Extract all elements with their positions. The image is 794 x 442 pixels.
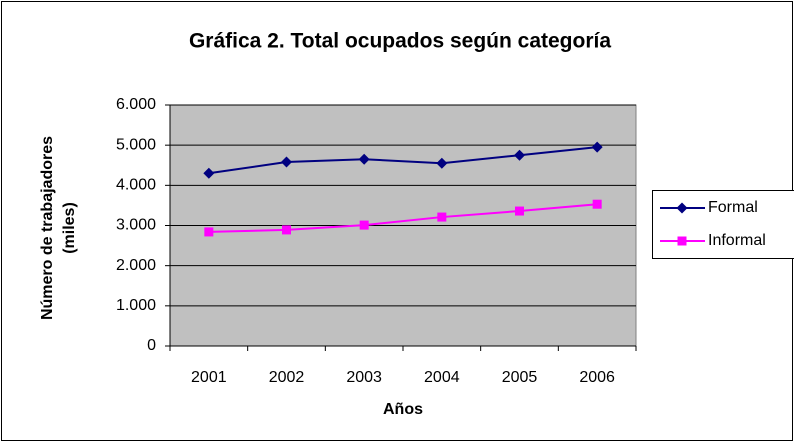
series-line (208, 146, 598, 175)
chart-title: Gráfica 2. Total ocupados según categorí… (189, 30, 611, 53)
marker (437, 212, 447, 222)
y-tick-label: 4.000 (116, 177, 156, 194)
marker (677, 236, 687, 246)
marker (282, 225, 291, 235)
marker (203, 167, 215, 179)
marker (592, 199, 602, 209)
y-tick-label: 0 (147, 337, 156, 354)
legend-box (652, 190, 794, 259)
x-tick-label: 2006 (579, 369, 615, 386)
x-tick-label: 2002 (269, 369, 305, 386)
legend-label: Formal (708, 199, 758, 216)
x-tick-label: 2005 (502, 369, 538, 386)
marker (676, 202, 688, 214)
y-tick-label: 2.000 (116, 257, 156, 274)
x-axis-label: Años (383, 401, 423, 418)
marker (436, 157, 448, 169)
x-tick-label: 2003 (346, 369, 382, 386)
marker (515, 206, 524, 216)
x-tick-label: 2004 (424, 369, 460, 386)
marker (591, 141, 603, 153)
y-axis-label: Número de trabajadores (39, 136, 56, 320)
marker (281, 156, 292, 168)
y-tick-label: 3.000 (116, 217, 156, 234)
marker (358, 153, 370, 165)
y-tick-label: 5.000 (116, 136, 156, 153)
marker (359, 220, 369, 230)
legend-label: Informal (708, 232, 766, 249)
y-axis-label: (miles) (61, 202, 78, 254)
y-tick-label: 1.000 (116, 297, 156, 314)
x-tick-label: 2001 (191, 369, 227, 386)
marker (204, 227, 214, 237)
y-tick-label: 6.000 (116, 96, 156, 113)
series-line (208, 203, 598, 233)
marker (514, 149, 525, 161)
